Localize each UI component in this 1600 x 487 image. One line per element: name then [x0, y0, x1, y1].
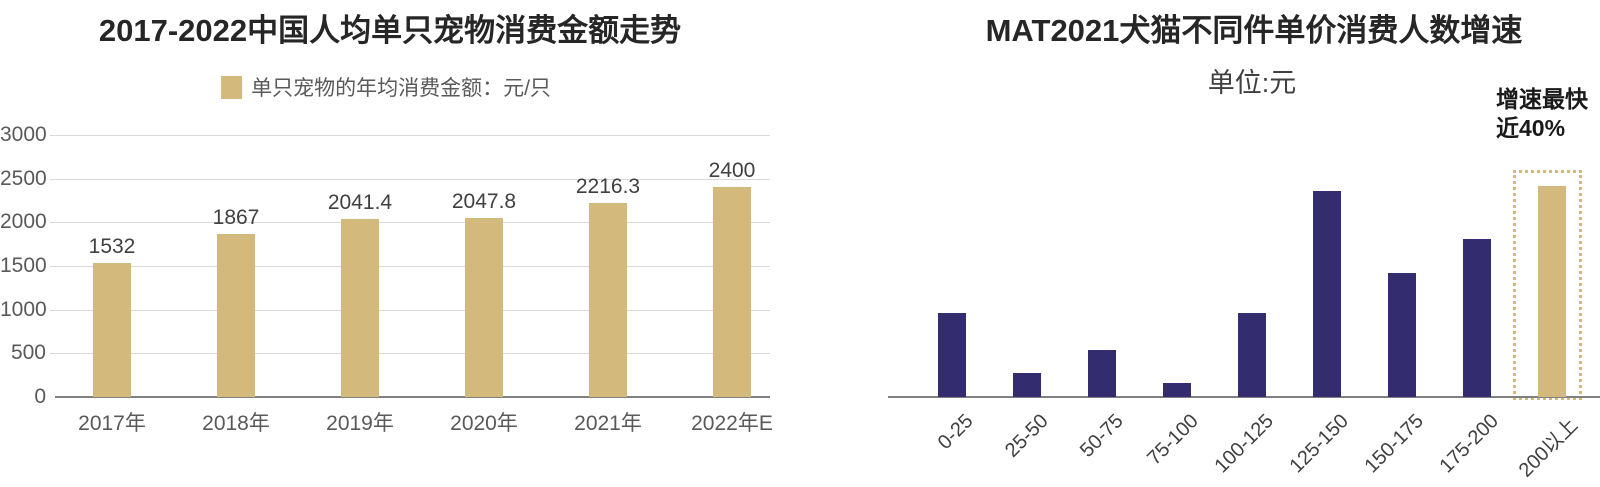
gridline	[50, 266, 770, 267]
bar-value-label: 2216.3	[575, 175, 641, 199]
gridline	[50, 135, 770, 136]
bar-value-label: 2041.4	[327, 190, 393, 214]
legend-swatch	[221, 75, 243, 99]
bar-150-175	[1388, 273, 1416, 397]
annotation-line-2: 近40%	[1496, 115, 1566, 141]
x-axis-line	[888, 396, 1600, 398]
x-axis-category-label: 0-25	[933, 410, 978, 454]
y-axis-tick-label: 1500	[0, 254, 47, 277]
y-axis-tick-label: 2500	[0, 167, 47, 190]
legend: 单只宠物的年均消费金额：元/只	[221, 72, 551, 102]
chart-subtitle: 单位:元	[1207, 68, 1297, 98]
x-axis-category-label: 2022年E	[691, 412, 773, 435]
bar-2019年	[341, 218, 379, 397]
highlight-dotted-box	[1513, 170, 1582, 400]
bar-25-50	[1013, 373, 1041, 397]
bar-value-label: 1867	[212, 205, 260, 229]
bar-2017年	[93, 263, 131, 397]
x-axis-category-label: 150-175	[1360, 410, 1428, 478]
x-axis-line	[55, 396, 770, 398]
gridline	[50, 310, 770, 311]
annotation-line-1: 增速最快	[1496, 86, 1588, 112]
bar-value-label: 1532	[88, 235, 136, 259]
bar-125-150	[1313, 191, 1341, 397]
bar-200以上-highlighted	[1538, 186, 1566, 397]
bar-2018年	[217, 233, 255, 397]
bar-2021年	[589, 203, 627, 397]
y-axis-tick-label: 1000	[0, 298, 47, 321]
gridline	[50, 222, 770, 223]
bar-50-75	[1088, 350, 1116, 397]
bar-100-125	[1238, 313, 1266, 397]
bar-value-label: 2400	[708, 159, 756, 183]
legend-label: 单只宠物的年均消费金额：元/只	[251, 77, 551, 100]
bar-0-25	[938, 313, 966, 397]
x-axis-category-label: 125-150	[1285, 410, 1353, 478]
y-axis-tick-label: 500	[10, 341, 46, 364]
bar-2020年	[465, 218, 503, 397]
bar-75-100	[1163, 383, 1191, 397]
growth-annotation: 增速最快 近40%	[1496, 85, 1588, 143]
x-axis-category-label: 2019年	[326, 412, 394, 435]
x-axis-category-label: 2021年	[574, 412, 642, 435]
x-axis-category-label: 75-100	[1142, 410, 1203, 470]
chart-title: 2017-2022中国人均单只宠物消费金额走势	[98, 13, 682, 48]
x-axis-category-label: 2017年	[78, 412, 146, 435]
x-axis-category-label: 200以上	[1514, 414, 1582, 482]
bar-2022年E	[713, 187, 751, 397]
x-axis-category-label: 100-125	[1210, 410, 1278, 478]
chart-price-band-growth: MAT2021犬猫不同件单价消费人数增速 单位:元 增速最快 近40% 0-25…	[800, 0, 1600, 487]
y-axis-tick-label: 0	[34, 385, 46, 408]
gridline	[50, 353, 770, 354]
x-axis-category-label: 2018年	[202, 412, 270, 435]
gridline	[50, 179, 770, 180]
x-axis-category-label: 2020年	[450, 412, 518, 435]
x-axis-category-label: 25-50	[1000, 410, 1053, 462]
x-axis-category-label: 175-200	[1435, 410, 1503, 478]
x-axis-category-label: 50-75	[1075, 410, 1128, 462]
chart-pet-spending-trend: 2017-2022中国人均单只宠物消费金额走势 单只宠物的年均消费金额：元/只 …	[0, 13, 773, 435]
bar-175-200	[1463, 239, 1491, 397]
bar-value-label: 2047.8	[451, 190, 517, 214]
y-axis-tick-label: 2000	[0, 210, 47, 233]
y-axis-tick-label: 3000	[0, 123, 47, 146]
chart-title: MAT2021犬猫不同件单价消费人数增速	[985, 13, 1523, 48]
